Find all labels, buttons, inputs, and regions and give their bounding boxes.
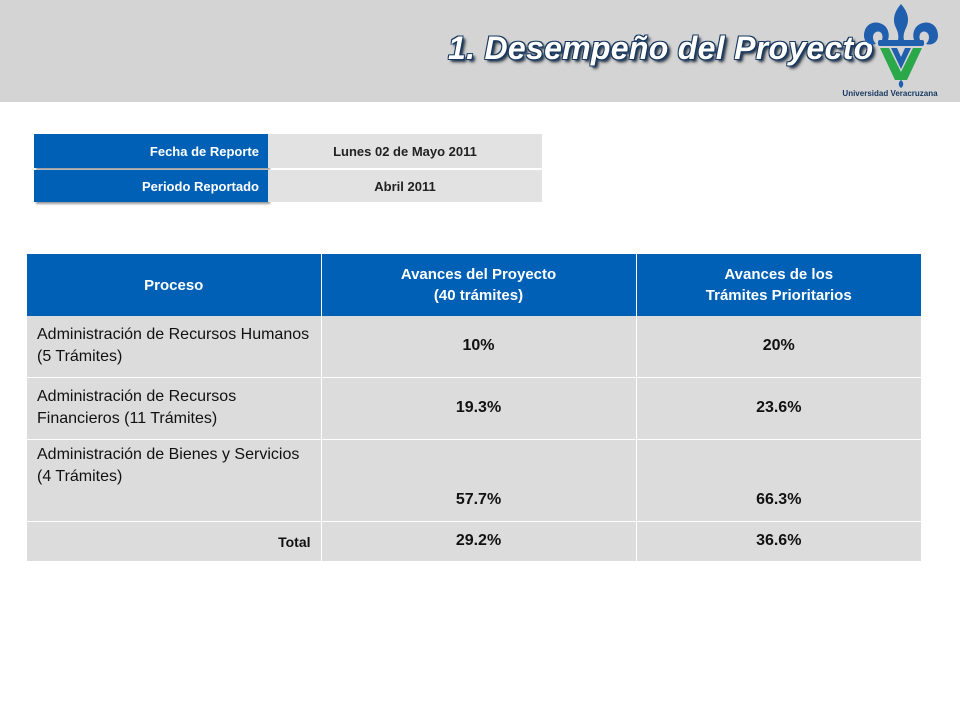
total-row: Total 29.2% 36.6%: [27, 521, 921, 562]
report-date-row: Fecha de Reporte Lunes 02 de Mayo 2011: [34, 134, 542, 168]
row-avance-proyecto: 10%: [321, 316, 637, 378]
row-avance-prioritarios: 66.3%: [636, 439, 921, 522]
progress-table: Proceso Avances del Proyecto (40 trámite…: [27, 254, 921, 562]
report-period-value: Abril 2011: [268, 170, 542, 202]
report-date-value: Lunes 02 de Mayo 2011: [268, 134, 542, 168]
fleur-de-lis-v-logo-icon: [864, 4, 938, 88]
total-label: Total: [27, 521, 322, 562]
slide-title: 1. Desempeño del Proyecto: [448, 30, 874, 66]
report-date-label: Fecha de Reporte: [34, 134, 268, 168]
header-band: [0, 0, 960, 102]
header-avances-tramites: Avances de los Trámites Prioritarios: [636, 254, 921, 316]
header-avances-tramites-line1: Avances de los: [724, 266, 834, 283]
row-proceso: Administración de Recursos Financieros (…: [27, 377, 322, 440]
row-proceso: Administración de Recursos Humanos (5 Tr…: [27, 316, 322, 378]
table-row: Administración de Recursos Financieros (…: [27, 377, 921, 440]
header-proceso: Proceso: [27, 254, 322, 316]
header-avances-tramites-line2: Trámites Prioritarios: [705, 287, 852, 304]
logo-caption: Universidad Veracruzana: [842, 89, 938, 98]
table-row: Administración de Bienes y Servicios (4 …: [27, 439, 921, 522]
row-avance-proyecto: 19.3%: [321, 377, 637, 440]
row-avance-prioritarios: 23.6%: [636, 377, 921, 440]
header-avances-proyecto-line1: Avances del Proyecto: [400, 266, 557, 283]
row-avance-proyecto: 57.7%: [321, 439, 637, 522]
table-header-row: Proceso Avances del Proyecto (40 trámite…: [27, 254, 921, 316]
report-period-row: Periodo Reportado Abril 2011: [34, 170, 542, 202]
total-avance-prioritarios: 36.6%: [636, 521, 921, 562]
row-avance-prioritarios: 20%: [636, 316, 921, 378]
header-avances-proyecto-line2: (40 trámites): [433, 287, 524, 304]
report-period-label: Periodo Reportado: [34, 170, 268, 202]
table-row: Administración de Recursos Humanos (5 Tr…: [27, 316, 921, 378]
total-avance-proyecto: 29.2%: [321, 521, 637, 562]
header-avances-proyecto: Avances del Proyecto (40 trámites): [321, 254, 637, 316]
row-proceso: Administración de Bienes y Servicios (4 …: [27, 439, 322, 522]
